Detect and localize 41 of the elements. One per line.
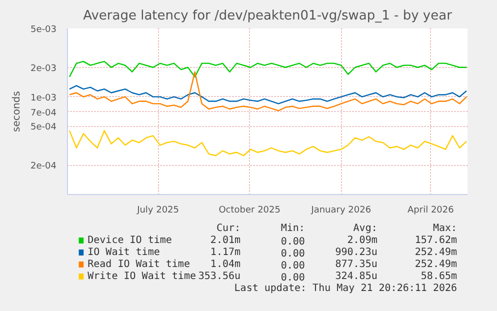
text: 58.65m <box>420 271 458 282</box>
text: 252.49m <box>414 259 458 270</box>
y-tick-label: 2e-03 <box>30 64 57 74</box>
text: 877.35u <box>335 259 378 270</box>
line-series <box>68 60 468 78</box>
text: 252.49m <box>414 247 458 258</box>
line-series <box>68 85 468 104</box>
x-tick-label: January 2026 <box>310 206 372 216</box>
text: Min: <box>280 223 305 234</box>
y-tick-label: 1e-03 <box>30 93 57 104</box>
text: Avg: <box>353 223 378 234</box>
text: 990.23u <box>335 247 378 258</box>
x-tick-label: April 2026 <box>408 206 454 216</box>
line-series <box>68 130 468 156</box>
text: 2.09m <box>347 235 378 246</box>
text: 0.00 <box>280 248 305 260</box>
y-tick-label: 7e-04 <box>30 108 57 118</box>
legend-label: IO Wait time <box>88 247 160 258</box>
text: 0.00 <box>280 260 305 272</box>
legend-label: Write IO Wait time <box>88 271 196 282</box>
text: 157.62m <box>414 235 458 246</box>
x-tick-label: July 2025 <box>136 206 180 216</box>
x-tick-label: October 2025 <box>218 206 280 216</box>
y-tick-label: 2e-04 <box>30 162 57 172</box>
text: 353.56u <box>198 271 241 282</box>
text: 2.01m <box>210 235 241 246</box>
text: 0.00 <box>280 272 305 284</box>
text: Last update: Thu May 21 20:26:11 2026 <box>234 283 458 294</box>
y-tick-label: 5e-03 <box>30 25 57 35</box>
text: Max: <box>432 223 458 234</box>
text: 1.17m <box>210 247 241 258</box>
line-series <box>68 71 468 112</box>
legend-label: Read IO Wait time <box>88 259 190 270</box>
text: 1.04m <box>210 259 241 270</box>
y-tick-label: 5e-04 <box>30 122 57 133</box>
chart-title: Average latency for /dev/peakten01-vg/swap_1 - by year <box>83 8 453 24</box>
text: 0.00 <box>280 236 305 248</box>
y-axis-title: seconds <box>12 91 23 132</box>
text: 324.85u <box>335 271 378 282</box>
text: Cur: <box>216 223 241 234</box>
legend-label: Device IO time <box>88 235 172 246</box>
